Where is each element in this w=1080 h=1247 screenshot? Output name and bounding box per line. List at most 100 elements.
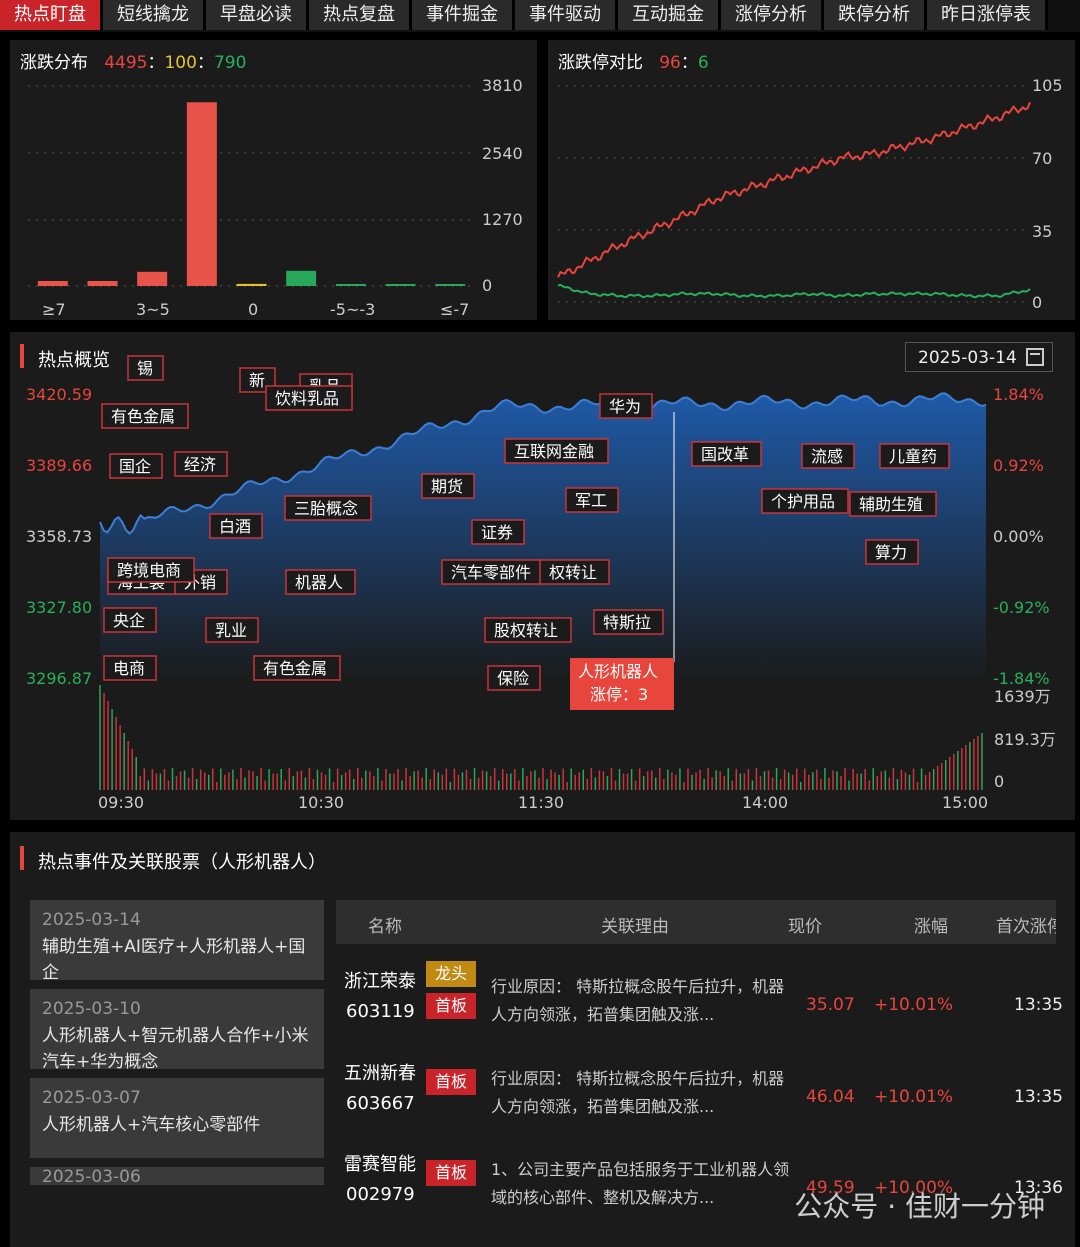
concept-tag[interactable] (284, 495, 372, 521)
concept-tag[interactable] (865, 539, 919, 565)
tab-yesterday-limit[interactable]: 昨日涨停表 (927, 0, 1048, 30)
concept-tag[interactable] (539, 559, 610, 585)
vol-tick: 0 (994, 772, 1004, 791)
stock-code: 002979 (346, 1184, 415, 1205)
concept-tag-label: 汽车零部件 (451, 563, 531, 582)
yright-tick: -0.92% (993, 598, 1050, 617)
tab-event-mining[interactable]: 事件掘金 (412, 0, 515, 30)
vol-tick: 1639万 (994, 687, 1051, 706)
concept-tag-label: 儿童药 (889, 447, 937, 466)
concept-tag-label: 国改革 (701, 445, 749, 464)
concept-tag-label: 新 (249, 371, 265, 390)
concept-tag-label: 白酒 (219, 517, 251, 536)
stock-price: 49.59 (806, 1178, 855, 1198)
concept-tag[interactable] (285, 569, 356, 595)
concept-tag-label: 权转让 (549, 563, 597, 582)
concept-tag-label: 跨境电商 (117, 561, 181, 580)
yright-tick: 0.00% (993, 527, 1044, 546)
event-text: 人形机器人+智元机器人合作+小米汽车+华为概念 (42, 1026, 309, 1069)
tab-event-driven[interactable]: 事件驱动 (515, 0, 618, 30)
concept-tag[interactable] (504, 438, 609, 464)
concept-tag[interactable] (109, 453, 163, 479)
concept-tag-label: 保险 (497, 669, 529, 688)
first-limit-time: 13:36 (1014, 1178, 1063, 1198)
concept-tag-label: 个护用品 (771, 492, 835, 511)
dist-bar (335, 284, 366, 286)
top-tab-bar: 热点盯盘 短线擒龙 早盘必读 热点复盘 事件掘金 事件驱动 互动掘金 涨停分析 … (0, 0, 1080, 32)
tab-limit-up[interactable]: 涨停分析 (721, 0, 824, 30)
yleft-tick: 3327.80 (26, 598, 92, 617)
event-date: 2025-03-07 (42, 1088, 141, 1108)
concept-tag[interactable] (103, 607, 157, 633)
concept-tag[interactable] (441, 559, 546, 585)
limit-title: 涨跌停对比 96：6 (558, 48, 709, 73)
concept-tag[interactable] (849, 491, 937, 517)
yleft-tick: 3389.66 (26, 456, 92, 475)
stock-code: 603667 (346, 1093, 415, 1114)
limit-up-line (557, 101, 1031, 278)
concept-tag[interactable] (599, 393, 653, 419)
stock-name: 浙江荣泰 (344, 971, 416, 992)
tab-limit-down[interactable]: 跌停分析 (824, 0, 927, 30)
yleft-tick: 3358.73 (26, 527, 92, 546)
concept-tag[interactable] (565, 487, 619, 513)
event-card[interactable]: 2025-03-07 人形机器人+汽车核心零部件 (30, 1078, 324, 1158)
concept-tag[interactable] (127, 355, 164, 381)
stock-name: 五洲新春 (344, 1063, 416, 1084)
concept-tag[interactable] (101, 403, 189, 429)
tab-interact-mining[interactable]: 互动掘金 (618, 0, 721, 30)
concept-tag[interactable] (879, 443, 950, 469)
limit-ytick: 35 (1032, 222, 1052, 241)
concept-tag[interactable] (205, 617, 259, 643)
concept-tag[interactable] (103, 655, 157, 681)
concept-tag[interactable] (174, 451, 228, 477)
stock-code: 603119 (346, 1001, 415, 1022)
concept-tag-label: 流感 (811, 447, 843, 466)
event-card[interactable]: 2025-03-06 (30, 1167, 324, 1185)
limit-ytick: 105 (1032, 76, 1063, 95)
concept-tag[interactable] (691, 441, 762, 467)
limit-ytick: 0 (1032, 293, 1042, 312)
limit-title-text: 涨跌停对比 (558, 53, 643, 73)
calendar-icon[interactable] (1026, 348, 1044, 366)
table-row[interactable]: 雷赛智能 002979 首板 1、公司主要产品包括服务于工业机器人领域的核心部件… (336, 1138, 1063, 1228)
concept-tag[interactable] (265, 385, 353, 411)
concept-tag[interactable] (487, 665, 541, 691)
concept-tag[interactable] (253, 655, 341, 681)
event-text: 辅助生殖+AI医疗+人形机器人+国企 (42, 937, 306, 980)
stock-change: +10.01% (874, 995, 954, 1015)
overview-chart: 3420.59 3389.66 3358.73 3327.80 3296.87 … (26, 355, 1056, 812)
limit-panel: 涨跌停对比 96：6 105 70 35 0 (548, 40, 1075, 320)
concept-tag[interactable] (761, 488, 849, 514)
table-row[interactable]: 五洲新春 603667 首板 行业原因： 特斯拉概念股午后拉升，机器人方向领涨，… (336, 1047, 1063, 1137)
tooltip-box (570, 658, 674, 710)
tab-morning-read[interactable]: 早盘必读 (206, 0, 309, 30)
limit-down-line (557, 283, 1031, 299)
event-text: 人形机器人+汽车核心零部件 (42, 1115, 261, 1135)
tab-hot-watch[interactable]: 热点盯盘 (0, 0, 103, 30)
concept-tag[interactable] (593, 609, 664, 635)
limit-up-count: 96 (659, 53, 681, 73)
tab-short-dragon[interactable]: 短线擒龙 (103, 0, 206, 30)
concept-tag[interactable] (471, 519, 525, 545)
concept-tag[interactable] (107, 557, 195, 583)
stock-table-header: 名称 关联理由 现价 涨幅 首次涨停 (336, 900, 1056, 944)
dist-title-text: 涨跌分布 (20, 53, 88, 73)
date-picker[interactable]: 2025-03-14 (905, 342, 1053, 372)
concept-tag[interactable] (484, 617, 572, 643)
dist-xlabel: 3~5 (136, 300, 170, 319)
stock-reason: 行业原因： 特斯拉概念股午后拉升，机器人方向领涨，拓普集团触及涨... (491, 977, 785, 1024)
first-board-badge: 首板 (426, 993, 476, 1019)
col-change: 涨幅 (914, 917, 948, 937)
event-date: 2025-03-14 (42, 910, 141, 930)
event-card[interactable]: 2025-03-14 辅助生殖+AI医疗+人形机器人+国企 (30, 900, 324, 980)
concept-tag[interactable] (801, 443, 855, 469)
tab-hot-review[interactable]: 热点复盘 (309, 0, 412, 30)
concept-tag[interactable] (421, 473, 475, 499)
yright-tick: 0.92% (993, 456, 1044, 475)
index-line (99, 392, 987, 536)
table-row[interactable]: 浙江荣泰 603119 龙头 首板 行业原因： 特斯拉概念股午后拉升，机器人方向… (336, 955, 1063, 1045)
event-card[interactable]: 2025-03-10 人形机器人+智元机器人合作+小米汽车+华为概念 (30, 989, 324, 1069)
dist-bar (236, 283, 267, 286)
concept-tag[interactable] (209, 513, 263, 539)
